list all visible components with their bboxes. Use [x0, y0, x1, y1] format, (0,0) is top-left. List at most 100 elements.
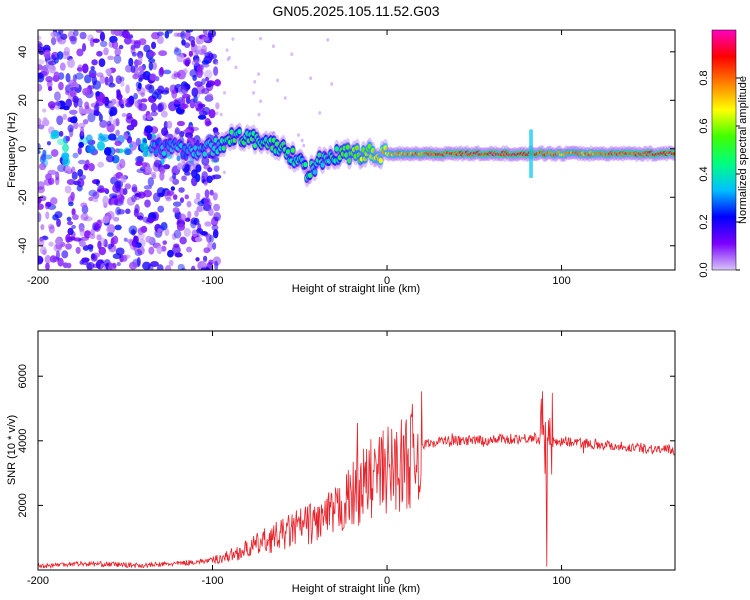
spectrogram-noise-cell [92, 191, 100, 200]
spectrogram-noise-cell [96, 219, 102, 229]
spectrogram-noise-cell [195, 192, 201, 200]
spectrogram-noise-cell [40, 71, 48, 76]
spectrogram-noise-cell [79, 108, 89, 114]
spectrogram-noise-cell [38, 35, 42, 41]
spectrogram-noise-cell [184, 59, 190, 67]
spectrogram-noise-cell [157, 205, 165, 213]
spectrogram-noise-cell [75, 72, 84, 80]
spectrogram-noise-cell [86, 144, 96, 154]
spectrogram-trace-core [334, 146, 339, 152]
spectrogram-noise-cell [126, 135, 133, 144]
spectrogram-noise-cell [130, 229, 137, 235]
spectrogram-noise-cell [42, 44, 51, 52]
spectrogram-noise-cell [95, 91, 100, 97]
spectrogram-noise-cell [139, 74, 148, 80]
spectrogram-noise-cell [156, 31, 164, 37]
spectrogram-noise-cell [38, 42, 43, 49]
spectrogram-noise-cell [183, 227, 191, 237]
spectrogram-noise-cell [208, 208, 214, 217]
spectrogram-noise-cell [66, 220, 74, 226]
spectrogram-noise-cell [156, 245, 163, 255]
spectrogram-noise-cell [173, 32, 180, 37]
spectrogram-noise-cell [176, 53, 185, 63]
spectrogram-noise-cell [186, 246, 193, 253]
spectrogram-noise-cell [65, 234, 71, 243]
spectrogram-trace-core [354, 145, 360, 151]
spectrogram-noise-cell [69, 127, 74, 138]
spectrogram-noise-cell [71, 166, 76, 175]
spectrogram-noise-cell [120, 104, 125, 109]
spectrogram-noise-cell [197, 114, 207, 120]
spectrogram-noise-cell [107, 223, 116, 234]
spectrogram-noise-cell [196, 205, 203, 213]
spectrogram-noise-cell [213, 66, 219, 76]
spectrogram-noise-cell [56, 218, 61, 228]
spectrogram-noise-cell [184, 132, 194, 139]
spectrogram-noise-cell [188, 50, 194, 57]
spectrogram-noise-cell [326, 38, 330, 42]
spectrogram-noise-cell [173, 243, 180, 248]
spectrogram-noise-cell [44, 201, 50, 210]
spectrogram-noise-cell [46, 141, 51, 146]
spectrogram-trace-core [317, 152, 322, 158]
spectrogram-trace-core [229, 129, 234, 135]
spectrogram-noise-cell [69, 109, 78, 115]
spectrogram-noise-cell [62, 156, 70, 167]
spectrogram-noise-cell [160, 89, 170, 95]
spectrogram-noise-cell [181, 175, 187, 182]
spectrogram-noise-cell [72, 213, 79, 221]
spectrogram-noise-cell [136, 168, 146, 174]
spectrogram-noise-cell [113, 30, 122, 36]
spectrogram-noise-cell [150, 171, 157, 177]
colorbar-tick-label: 0.6 [698, 118, 710, 133]
spectrogram-noise-cell [192, 74, 197, 81]
spectrogram-y-tick-label: -40 [17, 238, 29, 254]
spectrogram-noise-cell [51, 54, 56, 63]
spectrogram-noise-cell [124, 183, 132, 190]
spectrogram-trace-core [345, 144, 350, 150]
spectrogram-heatmap [38, 30, 675, 270]
spectrogram-noise-cell [90, 66, 95, 71]
spectrogram-y-label: Frequency (Hz) [6, 112, 18, 188]
spectrogram-noise-cell [108, 262, 113, 270]
spectrogram-noise-cell [96, 141, 106, 151]
spectrogram-noise-cell [202, 255, 208, 263]
spectrogram-noise-cell [48, 225, 55, 234]
spectrogram-noise-cell [114, 224, 122, 231]
spectrogram-noise-cell [76, 48, 84, 57]
snr-frame [37, 330, 676, 571]
spectrogram-noise-cell [173, 98, 182, 105]
spectrogram-noise-cell [271, 131, 275, 135]
spectrogram-noise-cell [82, 87, 91, 96]
spectrogram-noise-cell [194, 58, 202, 64]
spectrogram-noise-cell [201, 36, 210, 41]
spectrogram-noise-cell [211, 224, 219, 231]
spectrogram-noise-cell [99, 40, 108, 48]
spectrogram-noise-cell [309, 76, 313, 81]
spectrogram-noise-cell [65, 166, 72, 172]
spectrogram-noise-cell [206, 93, 214, 100]
colorbar-tick-label: 0.0 [698, 262, 710, 277]
spectrogram-noise-cell [113, 198, 119, 206]
spectrogram-noise-cell [176, 69, 186, 80]
spectrogram-noise-cell [59, 62, 66, 71]
spectrogram-noise-cell [296, 133, 300, 137]
spectrogram-noise-cell [212, 174, 222, 180]
spectrogram-noise-cell [130, 119, 138, 128]
spectrogram-noise-cell [55, 171, 60, 181]
spectrogram-noise-cell [201, 88, 210, 95]
spectrogram-noise-cell [196, 228, 204, 234]
spectrogram-noise-cell [75, 246, 81, 254]
spectrogram-noise-cell [213, 203, 221, 212]
spectrogram-noise-cell [212, 242, 217, 250]
spectrogram-noise-cell [146, 133, 153, 141]
spectrogram-noise-cell [253, 79, 257, 84]
spectrogram-noise-cell [179, 103, 187, 110]
colorbar-tick-label: 0.2 [698, 214, 710, 229]
spectrogram-frame [37, 29, 676, 271]
spectrogram-noise-cell [181, 267, 186, 270]
spectrogram-noise-cell [77, 146, 82, 155]
spectrogram-noise-cell [38, 59, 45, 65]
snr-x-axis: -200 -100 0 100 [27, 331, 571, 587]
spectrogram-noise-cell [78, 122, 86, 129]
